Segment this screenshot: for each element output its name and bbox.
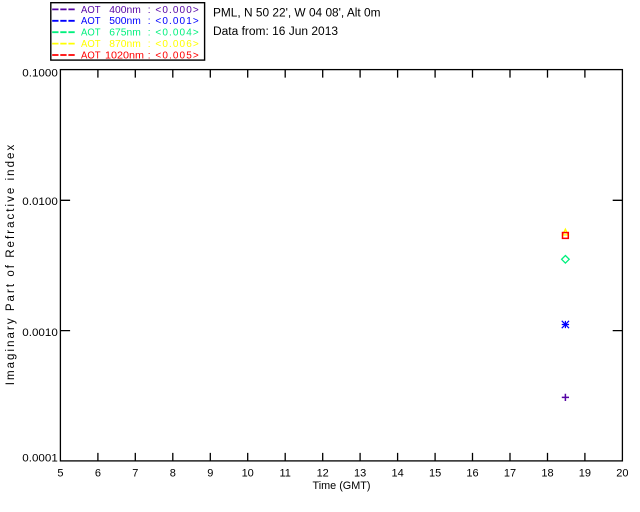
svg-text:11: 11 [279,468,290,480]
svg-text:7: 7 [132,468,138,480]
svg-text:8: 8 [170,468,176,480]
svg-text:6: 6 [95,468,101,480]
svg-text:Data from: 16 Jun 2013: Data from: 16 Jun 2013 [213,26,338,38]
svg-text:0.0100: 0.0100 [22,196,58,208]
svg-text:18: 18 [541,468,553,480]
svg-text:13: 13 [354,468,366,480]
svg-text:20: 20 [616,468,628,480]
svg-text:5: 5 [57,468,63,480]
svg-text:10: 10 [242,468,254,480]
svg-text:19: 19 [579,468,591,480]
svg-text:0.0010: 0.0010 [22,327,58,339]
svg-text:16: 16 [466,468,478,480]
svg-text:9: 9 [207,468,213,480]
svg-text:12: 12 [317,468,329,480]
svg-text:0.0001: 0.0001 [22,453,58,465]
svg-text:14: 14 [391,468,403,480]
svg-text:Time (GMT): Time (GMT) [313,480,371,492]
svg-text:PML, N 50 22', W 04 08', Alt 0: PML, N 50 22', W 04 08', Alt 0m [213,8,381,20]
svg-text:15: 15 [429,468,441,480]
svg-text:0.1000: 0.1000 [22,68,58,80]
svg-text:17: 17 [504,468,516,480]
